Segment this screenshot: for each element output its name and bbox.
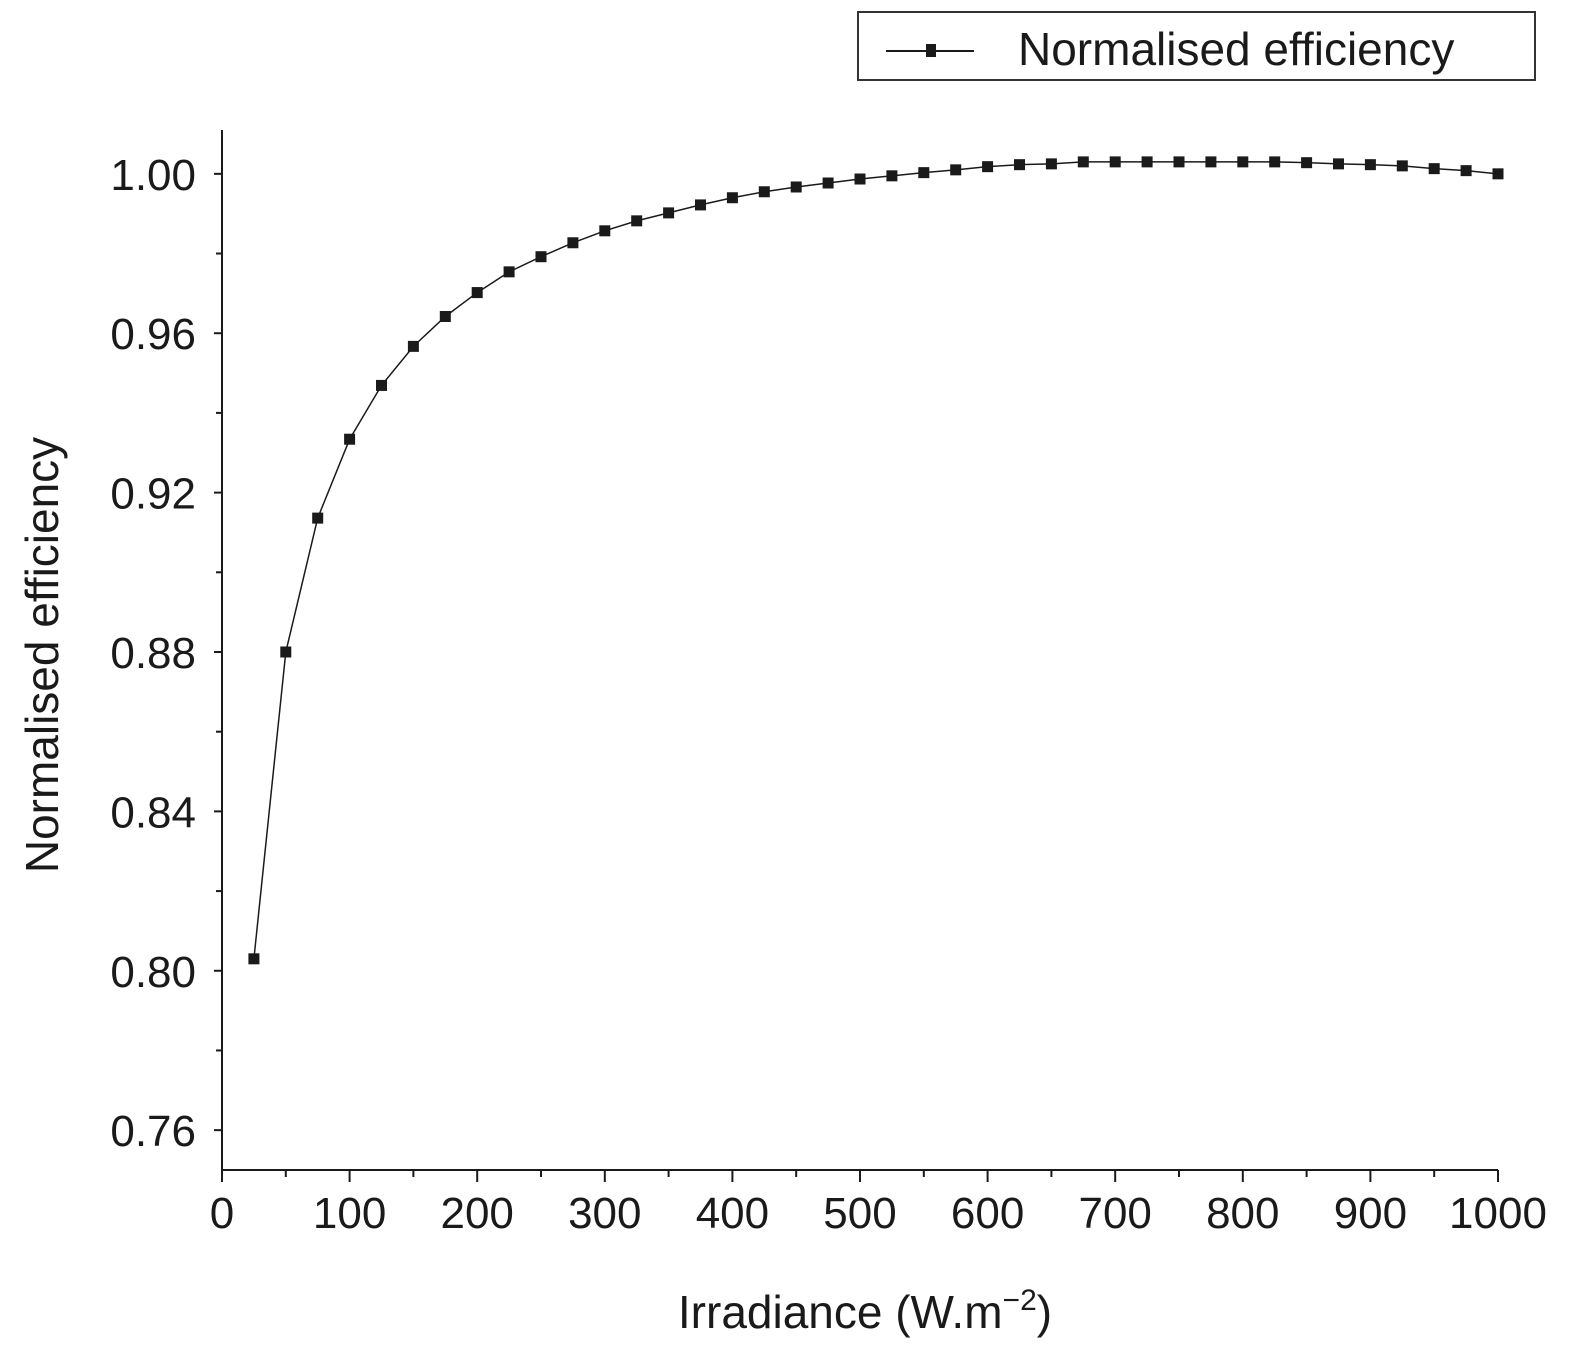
y-tick-label: 0.88: [110, 629, 196, 678]
x-tick-label: 1000: [1449, 1189, 1547, 1238]
axes: [221, 130, 1498, 1171]
data-point: [344, 433, 356, 445]
data-point: [886, 170, 898, 182]
series-line: [253, 161, 1499, 959]
data-point: [1014, 159, 1025, 171]
data-point: [1205, 156, 1217, 168]
data-point: [248, 953, 260, 965]
data-point: [1396, 160, 1408, 172]
data-point: [790, 181, 802, 193]
x-tick-label: 800: [1206, 1189, 1279, 1238]
x-tick-label: 600: [951, 1189, 1024, 1238]
data-point: [1237, 156, 1249, 168]
data-point: [503, 266, 515, 278]
data-point: [1109, 156, 1121, 168]
x-tick-label: 0: [210, 1189, 234, 1238]
y-tick-label: 0.84: [110, 788, 196, 837]
y-tick-label: 1.00: [110, 151, 196, 200]
y-tick-label: 0.80: [110, 948, 196, 997]
data-point: [1077, 156, 1089, 168]
data-point: [1492, 168, 1504, 180]
legend-box: [857, 11, 1536, 81]
data-point: [822, 177, 834, 189]
x-axis-title-main: Irradiance (W.m: [678, 1286, 1003, 1338]
data-point: [567, 237, 579, 249]
data-point: [982, 161, 994, 173]
data-point: [535, 251, 547, 263]
legend-marker: [926, 44, 936, 57]
x-axis-title: Irradiance (W.m−2): [678, 1284, 1052, 1338]
data-point: [1460, 165, 1472, 177]
x-tick-label: 300: [568, 1189, 641, 1238]
data-point: [1141, 156, 1153, 168]
x-axis-title-superscript: −2: [1003, 1284, 1037, 1317]
data-point: [1269, 156, 1281, 168]
x-tick-label: 100: [313, 1189, 386, 1238]
data-point: [663, 207, 675, 219]
data-point: [1173, 156, 1185, 168]
x-tick-label: 200: [440, 1189, 513, 1238]
y-ticks: 0.76 0.80 0.84 0.88 0.92 0.96 1.00: [110, 151, 222, 1156]
y-tick-label: 0.96: [110, 310, 196, 359]
y-tick-label: 0.76: [110, 1107, 196, 1156]
series-normalised-efficiency: [248, 156, 1504, 965]
legend-label: Normalised efficiency: [1018, 23, 1454, 75]
data-point: [726, 192, 738, 204]
x-axis-title-end: ): [1037, 1286, 1052, 1338]
data-point: [918, 167, 930, 179]
y-tick-label: 0.92: [110, 470, 196, 519]
data-point: [1301, 157, 1313, 169]
legend: Normalised efficiency: [857, 11, 1536, 81]
data-point: [1333, 158, 1344, 170]
data-point: [599, 225, 611, 237]
data-point: [407, 340, 419, 352]
data-point: [1364, 159, 1376, 171]
y-axis-title: Normalised efficiency: [16, 437, 68, 873]
data-point: [312, 512, 324, 524]
data-point: [1045, 158, 1057, 170]
data-point: [471, 287, 483, 299]
x-tick-label: 500: [823, 1189, 896, 1238]
data-point: [854, 173, 866, 185]
data-point: [758, 186, 770, 198]
data-point: [280, 646, 292, 658]
data-point: [1428, 163, 1440, 175]
data-point: [439, 310, 451, 322]
data-point: [376, 379, 387, 391]
x-tick-label: 700: [1078, 1189, 1151, 1238]
x-ticks: 0 100 200 300 400 500 600 700 800 900 1000: [210, 1170, 1547, 1238]
x-tick-label: 900: [1334, 1189, 1407, 1238]
data-point: [950, 164, 962, 176]
x-tick-label: 400: [696, 1189, 769, 1238]
data-point: [695, 199, 706, 211]
data-point: [631, 215, 643, 227]
